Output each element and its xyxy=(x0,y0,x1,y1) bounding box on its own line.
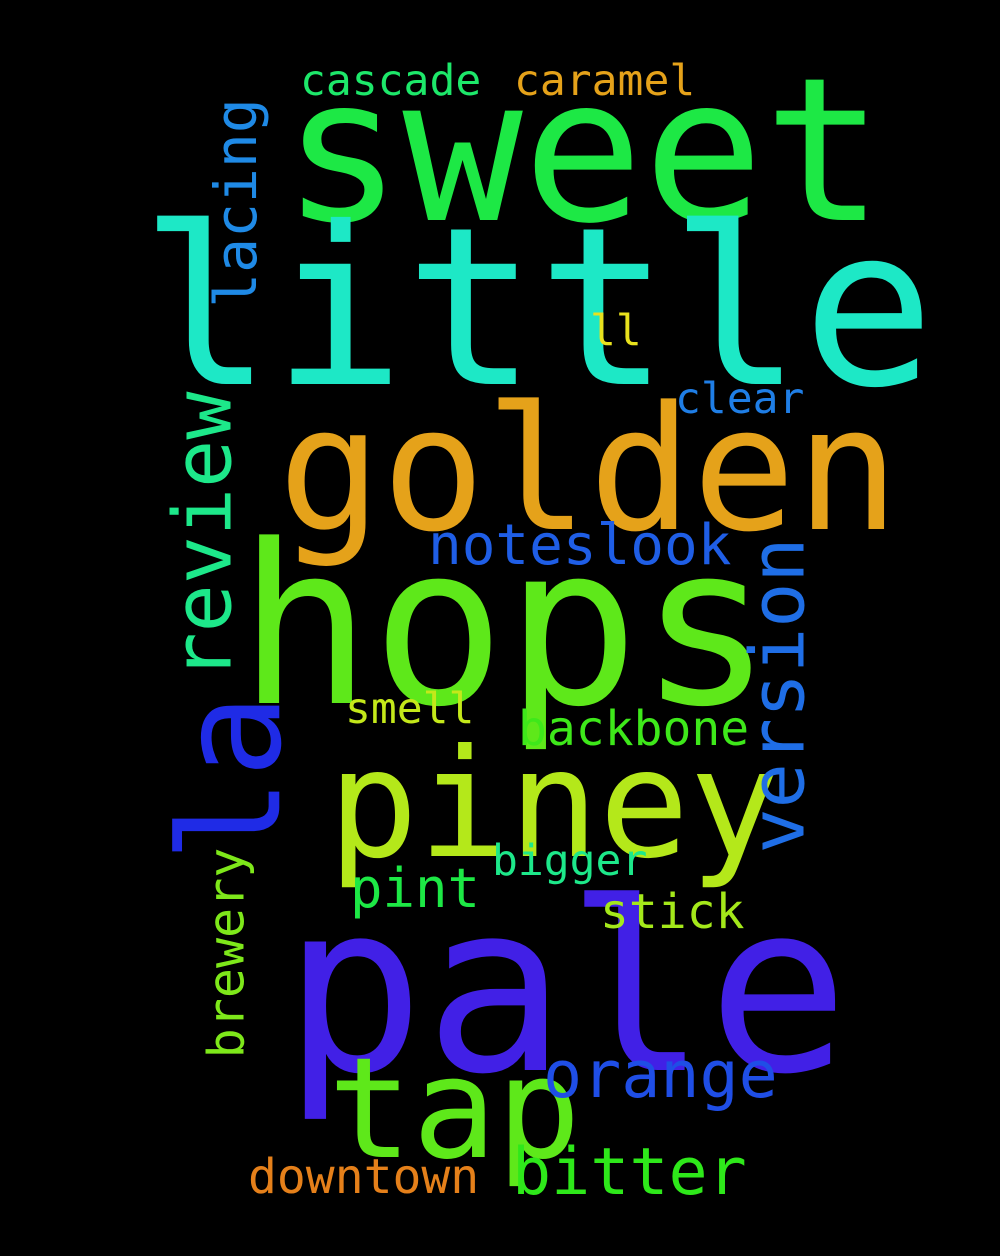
word-ll: ll xyxy=(590,306,642,356)
word-golden: golden xyxy=(278,369,900,570)
word-review: review xyxy=(156,391,250,681)
word-sweet: sweet xyxy=(282,35,885,268)
word-hops: hops xyxy=(238,498,773,756)
word-piney: piney xyxy=(328,718,780,892)
word-backbone: backbone xyxy=(518,701,750,757)
word-bigger: bigger xyxy=(492,836,648,886)
word-bitter: bitter xyxy=(512,1135,747,1210)
word-lacing: lacing xyxy=(201,98,270,308)
word-clear: clear xyxy=(675,374,805,424)
word-tap: tap xyxy=(328,1028,581,1191)
word-version: version xyxy=(733,537,822,854)
word-smell: smell xyxy=(345,684,475,734)
word-noteslook: noteslook xyxy=(428,513,732,578)
word-stick: stick xyxy=(600,884,745,940)
word-downtown: downtown xyxy=(248,1149,480,1205)
word-pint: pint xyxy=(350,857,481,920)
word-little: little xyxy=(140,180,935,436)
word-orange: orange xyxy=(543,1038,778,1113)
word-la: la xyxy=(150,693,314,863)
word-pale: pale xyxy=(283,853,849,1126)
word-cascade: cascade xyxy=(300,56,482,106)
word-brewery: brewery xyxy=(197,847,256,1059)
word-caramel: caramel xyxy=(514,56,696,106)
